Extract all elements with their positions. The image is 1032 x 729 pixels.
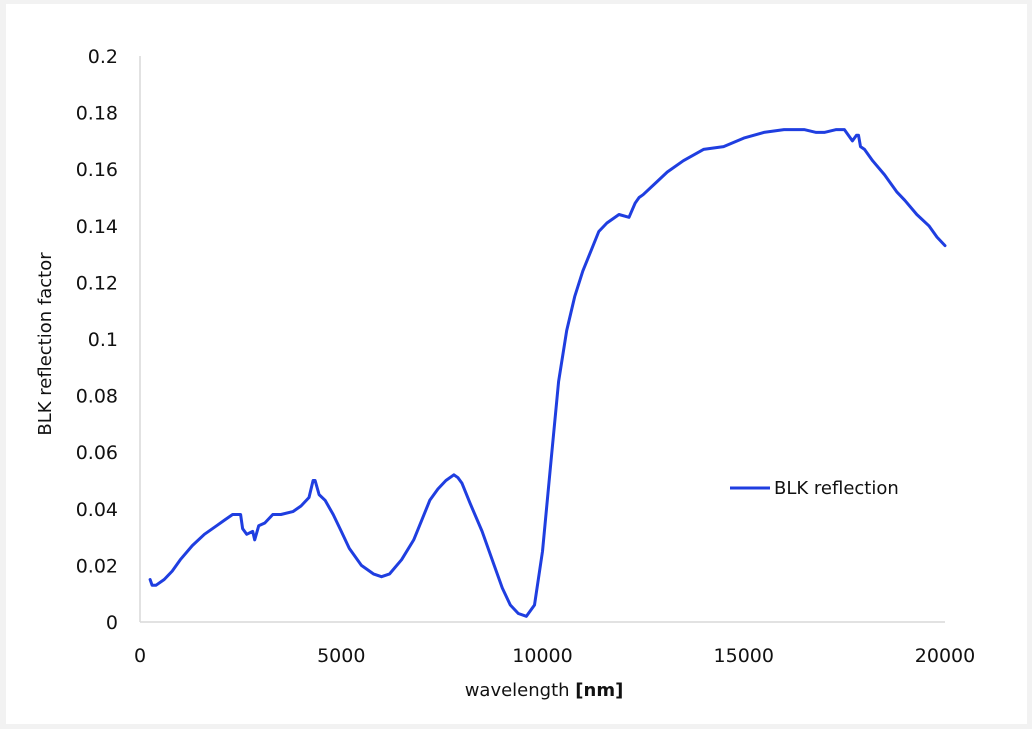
x-axis-title: wavelength [nm] <box>465 680 624 701</box>
y-tick-label: 0.12 <box>76 272 118 294</box>
y-axis-title: BLK reflection factor <box>35 252 56 436</box>
y-tick-label: 0 <box>106 612 118 634</box>
y-tick-label: 0.18 <box>76 103 118 125</box>
y-tick-label: 0.2 <box>88 46 118 68</box>
series-line-blk-reflection <box>148 128 947 618</box>
y-tick-label: 0.14 <box>76 216 118 238</box>
y-tick-labels: 0 0.02 0.04 0.06 0.08 0.1 0.12 0.14 0.16 0.18 0.2 <box>76 46 118 634</box>
y-tick-label: 0.06 <box>76 442 118 464</box>
legend-label: BLK reflection <box>774 478 899 499</box>
y-tick-label: 0.08 <box>76 386 118 408</box>
chart-frame: 0 0.02 0.04 0.06 0.08 0.1 0.12 0.14 0.16 0.18 0.2 … <box>6 4 1027 724</box>
x-tick-label: 15000 <box>714 645 774 667</box>
x-tick-label: 10000 <box>512 645 572 667</box>
x-tick-label: 20000 <box>915 645 975 667</box>
x-tick-label: 0 <box>134 645 146 667</box>
chart-svg: 00.020.040.060.080.10.120.140.160.180.2 … <box>35 46 975 701</box>
y-tick-label: 0.02 <box>76 555 118 577</box>
y-tick-label: 0.04 <box>76 499 118 521</box>
y-tick-label: 0.16 <box>76 159 118 181</box>
x-tick-label: 5000 <box>317 645 365 667</box>
y-tick-label: 0.1 <box>88 329 118 351</box>
legend: BLK reflection <box>730 478 899 499</box>
x-tick-labels: 0 5000 10000 15000 20000 <box>134 645 975 667</box>
